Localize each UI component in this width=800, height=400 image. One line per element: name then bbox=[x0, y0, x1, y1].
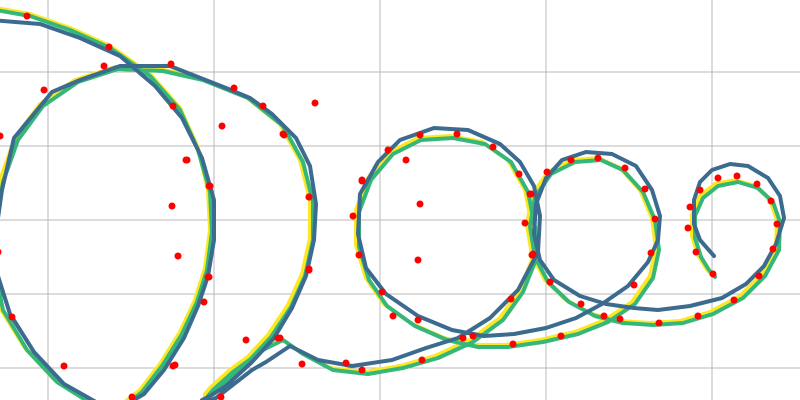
sample-point-91 bbox=[205, 273, 213, 281]
sample-point-78 bbox=[259, 102, 267, 110]
sample-point-86 bbox=[168, 202, 176, 210]
sample-point-12 bbox=[40, 86, 48, 94]
sample-point-38 bbox=[349, 212, 357, 220]
sample-point-32 bbox=[515, 170, 523, 178]
sample-point-60 bbox=[630, 281, 638, 289]
sample-point-79 bbox=[311, 99, 319, 107]
sample-point-51 bbox=[767, 197, 775, 205]
sample-point-28 bbox=[509, 340, 517, 348]
sample-point-54 bbox=[714, 174, 722, 182]
sample-point-40 bbox=[378, 288, 386, 296]
sample-point-89 bbox=[206, 182, 214, 190]
sample-point-35 bbox=[416, 131, 424, 139]
sample-point-77 bbox=[358, 176, 366, 184]
sample-point-72 bbox=[577, 300, 585, 308]
sample-point-8 bbox=[60, 362, 68, 370]
sample-point-92 bbox=[171, 361, 179, 369]
sample-point-24 bbox=[358, 366, 366, 374]
sample-point-45 bbox=[655, 319, 663, 327]
sample-point-41 bbox=[414, 316, 422, 324]
sample-point-81 bbox=[305, 193, 313, 201]
sample-point-82 bbox=[305, 266, 313, 274]
sample-point-61 bbox=[647, 249, 655, 257]
sample-point-62 bbox=[651, 215, 659, 223]
sample-point-58 bbox=[692, 248, 700, 256]
sample-point-25 bbox=[418, 356, 426, 364]
sample-point-3 bbox=[169, 102, 177, 110]
sample-point-14 bbox=[167, 60, 175, 68]
sample-point-76 bbox=[389, 312, 397, 320]
sample-point-46 bbox=[694, 312, 702, 320]
sample-point-27 bbox=[469, 332, 477, 340]
sample-point-57 bbox=[684, 224, 692, 232]
sample-point-90 bbox=[183, 156, 191, 164]
sample-point-9 bbox=[8, 313, 16, 321]
sample-point-10 bbox=[0, 249, 2, 255]
sample-point-29 bbox=[507, 295, 515, 303]
sample-point-20 bbox=[217, 393, 225, 400]
sample-point-13 bbox=[100, 62, 108, 70]
sample-point-22 bbox=[298, 360, 306, 368]
sample-point-80 bbox=[280, 131, 288, 139]
sample-point-47 bbox=[730, 296, 738, 304]
sample-point-87 bbox=[174, 252, 182, 260]
sample-point-36 bbox=[384, 146, 392, 154]
sample-point-50 bbox=[773, 220, 781, 228]
sample-point-63 bbox=[641, 185, 649, 193]
sample-point-74 bbox=[416, 200, 424, 208]
sample-point-39 bbox=[355, 251, 363, 259]
sample-point-66 bbox=[567, 156, 575, 164]
sample-point-42 bbox=[557, 332, 565, 340]
sample-point-75 bbox=[414, 256, 422, 264]
sample-point-2 bbox=[105, 43, 113, 51]
sample-point-7 bbox=[128, 393, 136, 400]
sample-point-1 bbox=[23, 12, 31, 20]
sample-point-26 bbox=[459, 334, 467, 342]
sample-point-34 bbox=[453, 130, 461, 138]
sample-point-33 bbox=[489, 143, 497, 151]
series-lines bbox=[0, 6, 786, 400]
sample-point-59 bbox=[709, 270, 717, 278]
sample-point-84 bbox=[218, 122, 226, 130]
sample-point-83 bbox=[276, 334, 284, 342]
sample-point-49 bbox=[769, 245, 777, 253]
sample-points bbox=[0, 12, 781, 400]
sample-point-48 bbox=[755, 272, 763, 280]
sample-point-55 bbox=[696, 186, 704, 194]
series-line-2 bbox=[0, 8, 782, 400]
sample-point-53 bbox=[733, 172, 741, 180]
sample-point-21 bbox=[242, 336, 250, 344]
series-line-3 bbox=[0, 18, 786, 400]
sample-point-70 bbox=[528, 251, 536, 259]
sample-point-68 bbox=[526, 190, 534, 198]
sample-point-65 bbox=[594, 154, 602, 162]
sample-point-69 bbox=[521, 219, 529, 227]
sample-point-67 bbox=[543, 168, 551, 176]
sample-point-88 bbox=[200, 298, 208, 306]
sample-point-52 bbox=[753, 180, 761, 188]
sample-point-43 bbox=[600, 312, 608, 320]
sample-point-64 bbox=[621, 164, 629, 172]
sample-point-23 bbox=[342, 359, 350, 367]
sample-point-44 bbox=[616, 315, 624, 323]
sample-point-15 bbox=[230, 84, 238, 92]
sample-point-11 bbox=[0, 132, 4, 140]
sample-point-71 bbox=[546, 278, 554, 286]
sample-point-56 bbox=[686, 203, 694, 211]
sample-point-73 bbox=[402, 156, 410, 164]
